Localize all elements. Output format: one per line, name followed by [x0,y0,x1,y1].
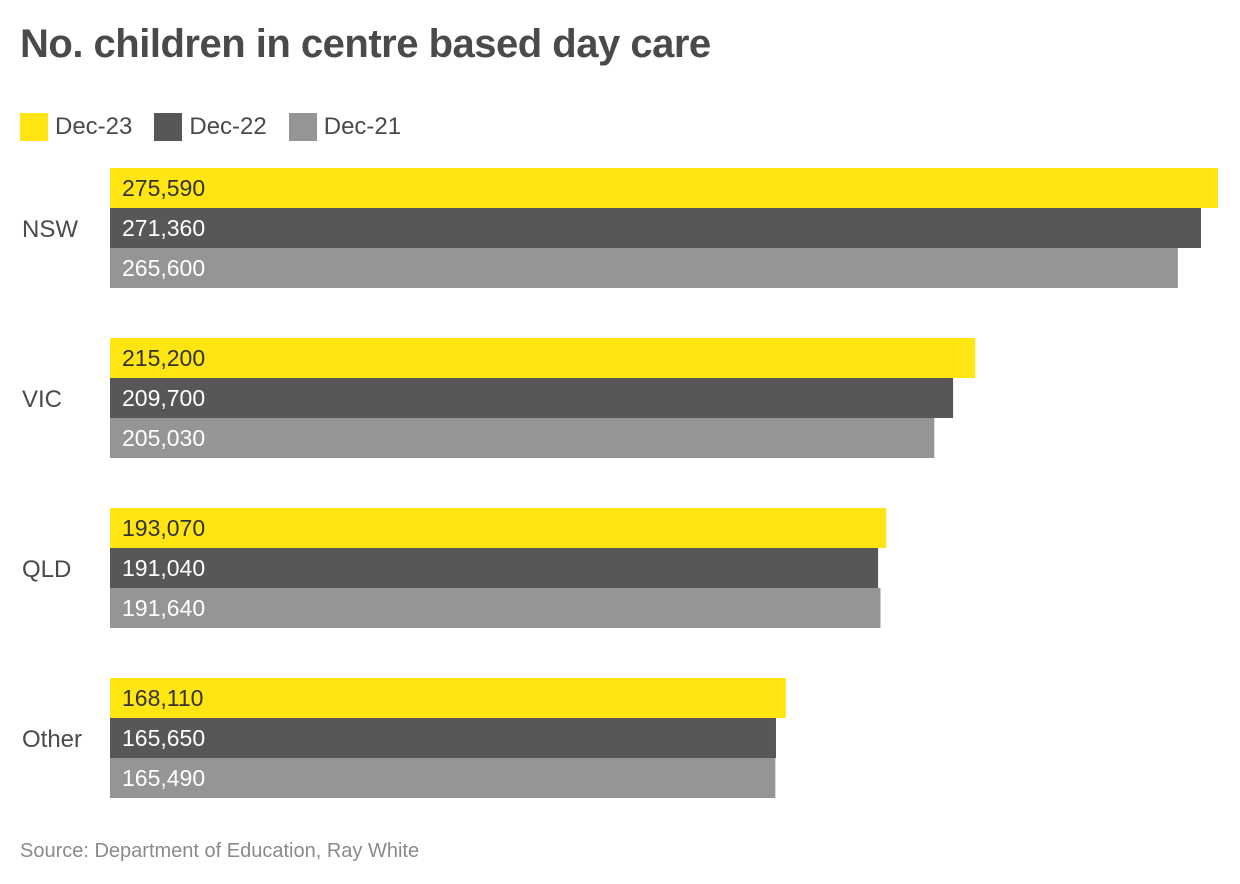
source-note: Source: Department of Education, Ray Whi… [20,840,420,862]
bar-chart: NSW 275,590 271,360 265,600 VIC 215,200 209,70… [22,168,1218,798]
data-label-vic-dec-22: 209,700 [122,385,205,411]
bar-qld-dec-23 [110,508,887,548]
category-label-qld: QLD [22,556,71,583]
legend-swatch-dec-22 [154,113,183,141]
bar-other-dec-21 [110,758,776,798]
legend-label-dec-23: Dec-23 [55,113,133,140]
bar-vic-dec-22 [110,378,954,418]
legend-label-dec-22: Dec-22 [189,113,267,140]
data-label-qld-dec-22: 191,040 [122,555,205,581]
bar-nsw-dec-21 [110,248,1178,288]
data-label-vic-dec-23: 215,200 [122,345,205,371]
legend-swatch-dec-23 [20,113,48,141]
data-label-vic-dec-21: 205,030 [122,425,205,451]
category-label-other: Other [22,726,82,753]
bar-other-dec-22 [110,718,776,758]
data-label-qld-dec-21: 191,640 [122,595,205,621]
category-label-nsw: NSW [22,216,78,243]
data-label-other-dec-23: 168,110 [122,685,203,711]
legend-swatch-dec-21 [288,113,317,141]
legend-item-dec-22: Dec-22 [154,113,267,141]
bar-nsw-dec-23 [110,168,1218,208]
bar-qld-dec-22 [110,548,879,588]
legend-item-dec-21: Dec-21 [288,113,402,141]
legend-label-dec-21: Dec-21 [323,113,402,140]
bar-other-dec-23 [110,678,786,718]
data-label-qld-dec-23: 193,070 [122,515,205,541]
bar-vic-dec-23 [110,338,976,378]
chart-title: No. children in centre based day care [20,22,711,66]
data-label-other-dec-22: 165,650 [122,725,205,751]
bar-nsw-dec-22 [110,208,1201,248]
data-label-nsw-dec-21: 265,600 [122,255,205,281]
data-label-other-dec-21: 165,490 [122,765,205,791]
data-label-nsw-dec-23: 275,590 [122,175,205,201]
legend: Dec-23 Dec-22 Dec-21 [20,112,423,142]
bar-qld-dec-21 [110,588,881,628]
legend-item-dec-23: Dec-23 [20,113,132,141]
data-label-nsw-dec-22: 271,360 [122,215,205,241]
bar-vic-dec-21 [110,418,935,458]
category-label-vic: VIC [22,386,62,413]
